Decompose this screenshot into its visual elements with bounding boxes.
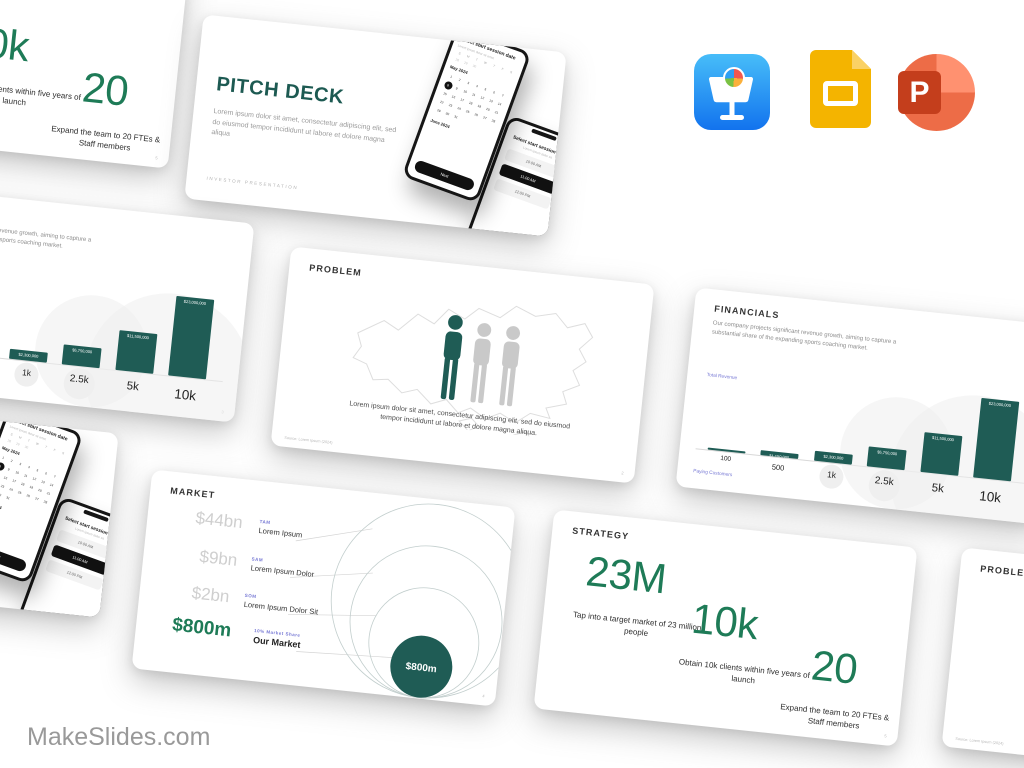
slide-financials[interactable]: FINANCIALS Our company projects signific… (675, 287, 1024, 525)
page-number: 5 (884, 733, 887, 739)
person-icon-highlighted (440, 315, 463, 401)
stat-caption: Expand the team to 20 FTEs & Staff membe… (779, 702, 890, 731)
market-tag-sam: SAM (251, 556, 264, 563)
slide-title: PROBLEM (979, 563, 1024, 579)
bar-2.5k: $5,750,000 (866, 446, 907, 471)
phone-mockups: Select start session date Lorem ipsum do… (0, 395, 119, 618)
slide-cover[interactable]: PITCH DECK Lorem ipsum dolor sit amet, c… (184, 14, 567, 237)
keynote-easel (708, 76, 754, 120)
bubble-label: $800m (405, 661, 437, 675)
market-value-som: $2bn (190, 583, 231, 607)
stat-caption: Obtain 10k clients within five years of … (0, 79, 82, 108)
slide-market[interactable]: MARKET $800m $44bn TAM Lorem Ipsum $9bn … (131, 469, 516, 707)
fold-corner (852, 50, 871, 69)
bar-5k: $11,500,000 (115, 330, 158, 374)
stat-value: 20 (809, 641, 860, 693)
slide-description: Our company projects significant revenue… (711, 320, 897, 352)
next-button: Next (0, 540, 28, 573)
page-number: 5 (155, 155, 158, 161)
stat-caption: Obtain 10k clients within five years of … (678, 657, 811, 686)
stat-value: 10k (0, 16, 32, 71)
stat-value: 10k (689, 594, 761, 649)
slide-frame-glyph (823, 81, 858, 106)
market-value-sam: $9bn (198, 546, 239, 570)
stat-caption: Expand the team to 20 FTEs & Staff membe… (50, 124, 161, 153)
slide-problem-partial[interactable]: PROBLEM Source: Lorem Ipsum (2024) (941, 547, 1024, 768)
person-icon (470, 323, 492, 404)
people-icons (434, 313, 527, 409)
slide-strategy-partial[interactable]: STRATEGY 23M Tap into a target market of… (0, 0, 189, 169)
stat-value: 20 (80, 63, 131, 115)
bar-2.5k: $5,750,000 (61, 344, 102, 369)
stat-caption: Tap into a target market of 23 million p… (572, 610, 702, 638)
slide-description: Our company projects significant revenue… (0, 218, 92, 250)
phone-notch (83, 509, 109, 523)
bar-5k: $11,500,000 (920, 432, 963, 476)
keynote-icon[interactable] (694, 54, 770, 130)
x-axis-label: Paying Customers (692, 469, 733, 479)
powerpoint-letter: P (898, 71, 941, 114)
y-axis-label: Total Revenue (706, 373, 738, 382)
our-market-bubble (390, 635, 453, 698)
slide-title: FINANCIALS (713, 303, 781, 321)
x-tick: 100 (719, 454, 732, 464)
market-tag-tam: TAM (259, 518, 271, 526)
source-note: Source: Lorem Ipsum (2024) (955, 736, 1004, 746)
slide-strategy[interactable]: STRATEGY 23M Tap into a target market of… (533, 509, 918, 747)
phone-notch (531, 128, 557, 142)
stat-value: 23M (583, 547, 669, 603)
slide-financials-partial[interactable]: FINANCIALS Our company projects signific… (0, 185, 255, 423)
page-number: 2 (621, 470, 624, 476)
slide-cover-partial[interactable]: PITCH DECK Lorem ipsum dolor sit amet, c… (0, 395, 119, 618)
market-tag-som: SOM (244, 592, 257, 600)
google-slides-icon[interactable] (810, 50, 871, 128)
market-size-rings: $800m (288, 503, 516, 699)
x-tick: 500 (771, 462, 785, 473)
powerpoint-icon[interactable]: P (898, 54, 975, 131)
phone-mockups: Select start session date Lorem ipsum do… (184, 14, 567, 237)
site-watermark[interactable]: MakeSlides.com (27, 723, 211, 751)
slide-title: STRATEGY (571, 525, 630, 542)
person-icon (499, 326, 521, 407)
slide-problem[interactable]: PROBLEM Lorem ipsum dolor sit amet, cons… (270, 246, 655, 484)
next-button: Next (413, 159, 476, 192)
source-note: Source: Lorem Ipsum (2024) (284, 435, 333, 445)
keynote-pie-chart (723, 67, 745, 89)
